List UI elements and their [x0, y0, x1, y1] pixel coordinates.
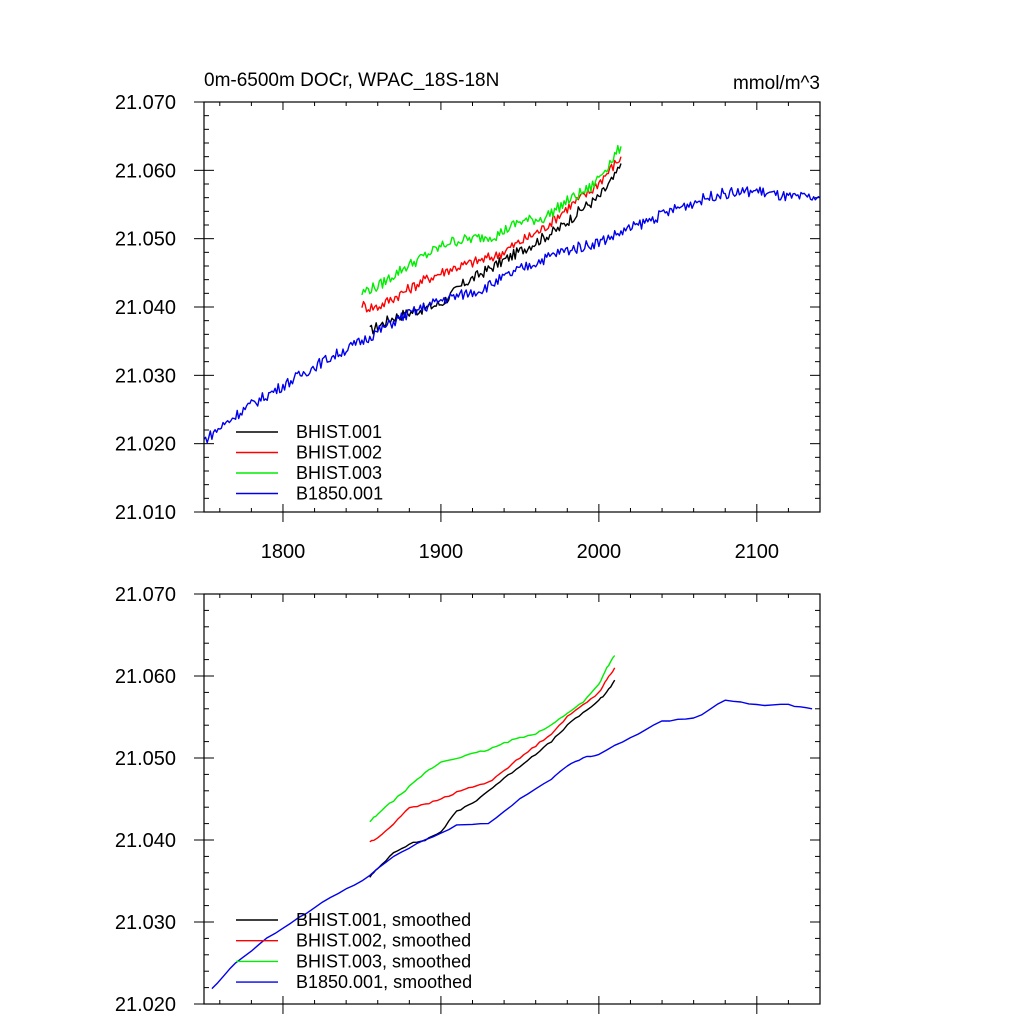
y-tick-label: 21.040 [115, 297, 176, 319]
x-tick-label: 2000 [577, 541, 622, 563]
top-series-lines [203, 144, 821, 444]
legend-label: BHIST.003, smoothed [296, 951, 471, 971]
series-line-bhist-002 [369, 667, 616, 843]
top-panel: 0m-6500m DOCr, WPAC_18S-18N mmol/m^3 180… [115, 70, 821, 563]
bottom-axis-ticks: 21.020 21.030 21.040 21.050 21.060 21.070 [115, 584, 821, 1016]
top-chart-title: 0m-6500m DOCr, WPAC_18S-18N [204, 70, 499, 91]
bottom-panel: 21.020 21.030 21.040 21.050 21.060 21.070 BHI… [115, 584, 821, 1016]
series-line-b1850-001 [203, 186, 821, 444]
series-line-bhist-001 [369, 679, 616, 878]
y-tick-label: 21.030 [115, 912, 176, 934]
y-tick-label: 21.050 [115, 748, 176, 770]
top-chart-units: mmol/m^3 [733, 73, 820, 94]
y-tick-label: 21.060 [115, 666, 176, 688]
top-plot-frame [203, 101, 821, 513]
y-tick-label: 21.040 [115, 830, 176, 852]
y-tick-label: 21.050 [115, 229, 176, 251]
series-line-bhist-002 [361, 156, 622, 313]
legend-label: BHIST.001, smoothed [296, 910, 471, 930]
legend-label: BHIST.002 [296, 443, 382, 463]
x-tick-label: 2100 [735, 541, 780, 563]
bottom-plot-frame [203, 593, 821, 1005]
legend-label: BHIST.001 [296, 422, 382, 442]
x-tick-label: 1900 [419, 541, 464, 563]
series-line-bhist-001 [369, 163, 622, 335]
y-tick-label: 21.070 [115, 92, 176, 114]
bottom-series-lines [211, 655, 813, 990]
y-tick-label: 21.070 [115, 584, 176, 606]
legend-label: BHIST.003 [296, 463, 382, 483]
y-tick-label: 21.030 [115, 365, 176, 387]
y-tick-label: 21.060 [115, 160, 176, 182]
x-tick-label: 1800 [261, 541, 306, 563]
y-tick-label: 21.010 [115, 502, 176, 524]
legend-label: B1850.001 [296, 484, 383, 504]
top-axis-ticks: 1800 1900 2000 2100 21.010 21.020 21.030 21.040… [115, 92, 821, 563]
series-line-b1850-001 [211, 699, 813, 990]
series-line-bhist-003 [369, 655, 616, 823]
y-tick-label: 21.020 [115, 994, 176, 1016]
legend-label: BHIST.002, smoothed [296, 931, 471, 951]
series-line-bhist-003 [361, 144, 622, 296]
legend-label: B1850.001, smoothed [296, 972, 472, 992]
y-tick-label: 21.020 [115, 434, 176, 456]
